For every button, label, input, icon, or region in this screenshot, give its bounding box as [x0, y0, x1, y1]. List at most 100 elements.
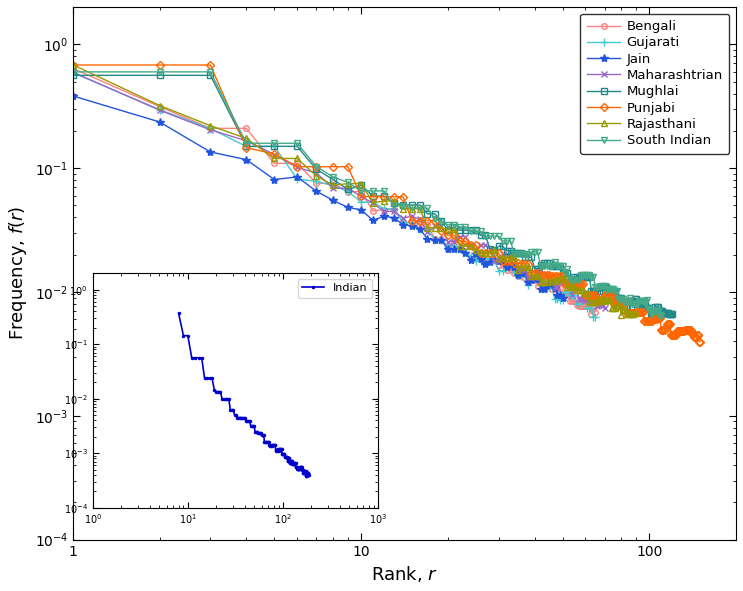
Line: Rajasthani: Rajasthani — [69, 61, 640, 319]
Maharashtrian — [581, 297, 590, 304]
Jain — [444, 246, 452, 253]
Jain — [155, 118, 164, 125]
Jain — [455, 245, 464, 252]
Gujarati — [591, 313, 600, 320]
Line: Punjabi: Punjabi — [70, 62, 703, 345]
Punjabi — [615, 298, 624, 305]
Line: Jain: Jain — [68, 92, 567, 303]
Maharashtrian — [600, 305, 609, 312]
Jain — [293, 173, 302, 180]
Jain — [536, 285, 545, 292]
Gujarati — [589, 313, 598, 320]
Jain — [437, 236, 446, 243]
South Indian — [649, 307, 658, 314]
Jain — [502, 264, 511, 271]
Line: Bengali: Bengali — [70, 66, 598, 317]
South Indian — [68, 69, 77, 76]
Line: South Indian: South Indian — [69, 69, 665, 319]
Line: Gujarati: Gujarati — [68, 69, 600, 321]
Jain — [68, 92, 77, 99]
Gujarati — [444, 242, 452, 249]
Jain — [527, 276, 536, 283]
Jain — [415, 225, 424, 232]
Bengali — [572, 301, 581, 309]
Bengali — [444, 246, 452, 253]
Mughlai — [506, 247, 515, 254]
Jain — [517, 270, 526, 277]
Bengali — [510, 269, 519, 277]
Punjabi — [649, 316, 658, 323]
X-axis label: Rank, $r$: Rank, $r$ — [371, 564, 438, 584]
South Indian — [614, 296, 623, 303]
Jain — [533, 275, 542, 282]
Rajasthani — [627, 310, 636, 317]
Bengali — [591, 308, 600, 315]
Rajasthani — [389, 197, 398, 204]
Bengali — [485, 256, 494, 264]
South Indian — [653, 307, 662, 314]
Rajasthani — [612, 302, 621, 309]
Bengali — [587, 310, 596, 317]
Jain — [485, 258, 494, 265]
Jain — [476, 255, 485, 262]
Jain — [430, 236, 439, 243]
Gujarati — [68, 69, 77, 76]
Bengali — [68, 65, 77, 72]
Rajasthani — [632, 309, 640, 316]
Jain — [466, 256, 475, 263]
Jain — [556, 291, 565, 298]
Jain — [357, 206, 366, 213]
Punjabi — [695, 338, 704, 345]
Gujarati — [510, 269, 519, 276]
Legend: Bengali, Gujarati, Jain, Maharashtrian, Mughlai, Punjabi, Rajasthani, South Indi: Bengali, Gujarati, Jain, Maharashtrian, … — [580, 14, 730, 154]
Mughlai — [664, 310, 673, 317]
Jain — [270, 176, 279, 183]
Rajasthani — [587, 298, 596, 305]
Mughlai — [68, 72, 77, 79]
Jain — [494, 258, 503, 265]
Jain — [510, 264, 519, 271]
Jain — [369, 217, 377, 224]
Gujarati — [415, 226, 424, 233]
Jain — [499, 258, 507, 265]
Mughlai — [663, 310, 672, 317]
Maharashtrian — [68, 69, 77, 76]
South Indian — [506, 238, 515, 245]
Jain — [551, 284, 559, 291]
Jain — [490, 255, 499, 262]
Bengali — [415, 221, 424, 228]
Jain — [545, 280, 554, 287]
Jain — [407, 222, 416, 229]
Y-axis label: Frequency, $f(r)$: Frequency, $f(r)$ — [7, 206, 29, 340]
Mughlai — [476, 232, 485, 239]
Jain — [524, 279, 533, 286]
Punjabi — [625, 310, 634, 317]
Jain — [312, 188, 321, 195]
Gujarati — [572, 300, 581, 307]
Jain — [520, 270, 529, 277]
South Indian — [568, 277, 577, 284]
Line: Maharashtrian: Maharashtrian — [69, 69, 608, 312]
Mughlai — [621, 302, 630, 309]
Jain — [380, 213, 389, 220]
Jain — [471, 250, 480, 257]
Line: Mughlai: Mughlai — [70, 73, 675, 316]
Jain — [242, 156, 251, 163]
Gujarati — [485, 256, 494, 263]
Jain — [328, 197, 337, 204]
Rajasthani — [68, 61, 77, 69]
Mughlai — [668, 310, 677, 317]
Jain — [539, 285, 548, 292]
Jain — [399, 221, 408, 228]
Punjabi — [68, 61, 77, 69]
Jain — [206, 148, 215, 155]
Mughlai — [594, 288, 603, 295]
Mughlai — [638, 304, 647, 311]
Jain — [553, 291, 562, 298]
Jain — [450, 246, 458, 253]
Maharashtrian — [455, 233, 464, 240]
Jain — [558, 295, 567, 302]
Rajasthani — [617, 311, 626, 319]
Rajasthani — [485, 249, 494, 256]
South Indian — [657, 313, 666, 320]
